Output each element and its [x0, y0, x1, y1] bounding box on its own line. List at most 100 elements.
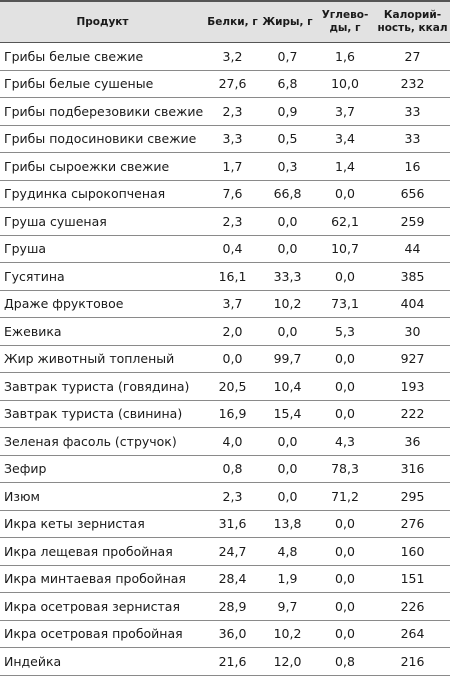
cell-protein: 27,6 — [205, 70, 260, 98]
cell-kcal: 927 — [375, 345, 450, 373]
cell-carbs: 0,0 — [315, 565, 375, 593]
cell-fat: 6,8 — [260, 70, 315, 98]
cell-carbs: 0,0 — [315, 262, 375, 291]
cell-carbs: 0,0 — [315, 592, 375, 621]
cell-fat: 4,8 — [260, 537, 315, 566]
table-row: Ежевика 2,0 0,0 5,3 30 — [0, 317, 450, 346]
header-carbs-line1: Углево- — [321, 9, 369, 21]
cell-protein: 4,0 — [205, 427, 260, 456]
table-row: Зеленая фасоль (стручок) 4,0 0,0 4,3 36 — [0, 427, 450, 456]
table-row: Икра минтаевая пробойная 28,4 1,9 0,0 151 — [0, 565, 450, 593]
cell-product: Завтрак туриста (говядина) — [0, 372, 205, 401]
cell-product: Грибы сыроежки свежие — [0, 152, 205, 181]
cell-carbs: 4,3 — [315, 427, 375, 456]
table-row: Икра осетровая зернистая 28,9 9,7 0,0 226 — [0, 592, 450, 621]
cell-carbs: 73,1 — [315, 290, 375, 318]
cell-carbs: 1,4 — [315, 152, 375, 181]
cell-carbs: 10,0 — [315, 70, 375, 98]
table-row: Грибы белые сушеные 27,6 6,8 10,0 232 — [0, 70, 450, 98]
cell-carbs: 62,1 — [315, 207, 375, 236]
cell-carbs: 0,8 — [315, 647, 375, 676]
table-row: Завтрак туриста (свинина) 16,9 15,4 0,0 222 — [0, 400, 450, 428]
cell-protein: 28,9 — [205, 592, 260, 621]
cell-carbs: 0,0 — [315, 180, 375, 208]
cell-protein: 20,5 — [205, 372, 260, 401]
cell-fat: 9,7 — [260, 592, 315, 621]
cell-product: Жир животный топленый — [0, 345, 205, 373]
cell-carbs: 0,0 — [315, 537, 375, 566]
cell-fat: 0,0 — [260, 235, 315, 263]
table-row: Жир животный топленый 0,0 99,7 0,0 927 — [0, 345, 450, 373]
cell-fat: 0,9 — [260, 97, 315, 126]
cell-carbs: 0,0 — [315, 345, 375, 373]
table-row: Груша 0,4 0,0 10,7 44 — [0, 235, 450, 263]
cell-fat: 1,9 — [260, 565, 315, 593]
table-row: Грудинка сырокопченая 7,6 66,8 0,0 656 — [0, 180, 450, 208]
cell-carbs: 3,7 — [315, 97, 375, 126]
cell-product: Изюм — [0, 482, 205, 511]
cell-fat: 12,0 — [260, 647, 315, 676]
header-protein: Белки, г — [205, 0, 260, 43]
cell-carbs: 5,3 — [315, 317, 375, 346]
header-kcal-line2: ность, ккал — [377, 22, 448, 34]
cell-protein: 0,0 — [205, 345, 260, 373]
cell-protein: 24,7 — [205, 537, 260, 566]
cell-protein: 31,6 — [205, 510, 260, 538]
table-row: Грибы белые свежие 3,2 0,7 1,6 27 — [0, 42, 450, 71]
table-row: Завтрак туриста (говядина) 20,5 10,4 0,0 193 — [0, 372, 450, 401]
cell-fat: 0,0 — [260, 207, 315, 236]
cell-fat: 0,0 — [260, 482, 315, 511]
cell-product: Индейка — [0, 647, 205, 676]
cell-product: Икра лещевая пробойная — [0, 537, 205, 566]
cell-protein: 2,3 — [205, 482, 260, 511]
cell-kcal: 44 — [375, 235, 450, 263]
cell-fat: 0,0 — [260, 427, 315, 456]
cell-protein: 7,6 — [205, 180, 260, 208]
cell-product: Ежевика — [0, 317, 205, 346]
cell-kcal: 36 — [375, 427, 450, 456]
cell-protein: 2,3 — [205, 207, 260, 236]
cell-kcal: 656 — [375, 180, 450, 208]
cell-protein: 2,3 — [205, 97, 260, 126]
cell-product: Драже фруктовое — [0, 290, 205, 318]
table-row: Икра осетровая пробойная 36,0 10,2 0,0 264 — [0, 620, 450, 648]
cell-fat: 66,8 — [260, 180, 315, 208]
cell-kcal: 222 — [375, 400, 450, 428]
cell-kcal: 404 — [375, 290, 450, 318]
cell-kcal: 316 — [375, 455, 450, 483]
cell-kcal: 27 — [375, 42, 450, 71]
cell-carbs: 10,7 — [315, 235, 375, 263]
cell-product: Груша — [0, 235, 205, 263]
cell-protein: 36,0 — [205, 620, 260, 648]
cell-kcal: 216 — [375, 647, 450, 676]
cell-kcal: 151 — [375, 565, 450, 593]
table-row: Грибы подосиновики свежие 3,3 0,5 3,4 33 — [0, 125, 450, 153]
cell-kcal: 160 — [375, 537, 450, 566]
header-kcal: Калорий-ность, ккал — [375, 0, 450, 43]
cell-kcal: 193 — [375, 372, 450, 401]
cell-fat: 33,3 — [260, 262, 315, 291]
cell-fat: 99,7 — [260, 345, 315, 373]
cell-product: Икра осетровая зернистая — [0, 592, 205, 621]
cell-product: Гусятина — [0, 262, 205, 291]
cell-carbs: 0,0 — [315, 620, 375, 648]
cell-product: Зефир — [0, 455, 205, 483]
table-row: Икра кеты зернистая 31,6 13,8 0,0 276 — [0, 510, 450, 538]
cell-kcal: 30 — [375, 317, 450, 346]
cell-carbs: 0,0 — [315, 400, 375, 428]
cell-fat: 0,7 — [260, 42, 315, 71]
cell-carbs: 71,2 — [315, 482, 375, 511]
cell-kcal: 264 — [375, 620, 450, 648]
table-row: Индейка 21,6 12,0 0,8 216 — [0, 647, 450, 676]
cell-fat: 10,4 — [260, 372, 315, 401]
cell-product: Груша сушеная — [0, 207, 205, 236]
table-row: Зефир 0,8 0,0 78,3 316 — [0, 455, 450, 483]
cell-fat: 10,2 — [260, 290, 315, 318]
table-row: Изюм 2,3 0,0 71,2 295 — [0, 482, 450, 511]
cell-protein: 0,4 — [205, 235, 260, 263]
cell-product: Грудинка сырокопченая — [0, 180, 205, 208]
cell-protein: 16,1 — [205, 262, 260, 291]
cell-protein: 28,4 — [205, 565, 260, 593]
cell-protein: 3,7 — [205, 290, 260, 318]
